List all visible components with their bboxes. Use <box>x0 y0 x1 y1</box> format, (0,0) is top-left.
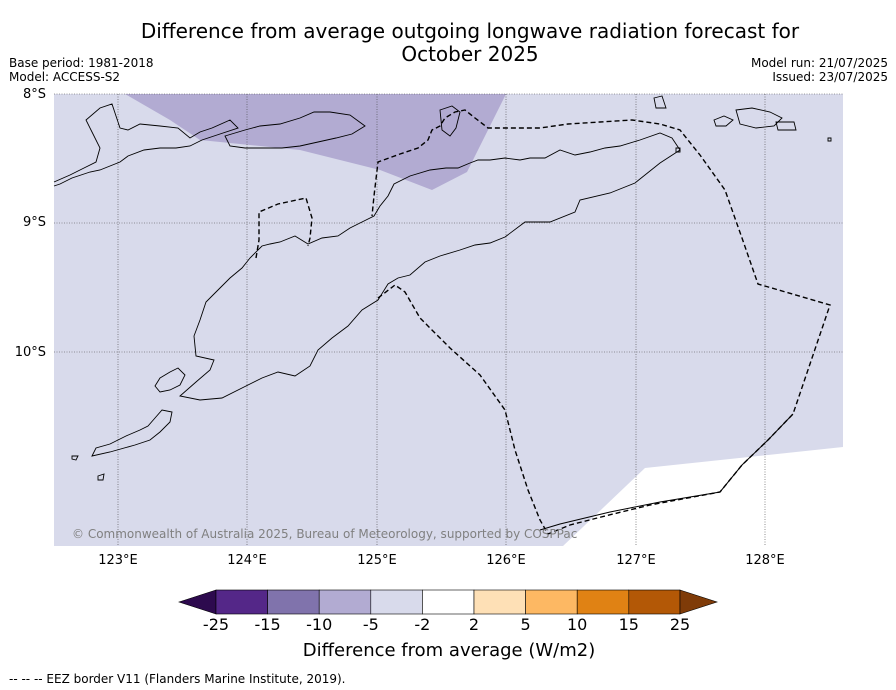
coastline-islet-3 <box>653 95 667 109</box>
metadata-right: Model run: 21/07/2025 Issued: 23/07/2025 <box>751 56 888 84</box>
coastline-islet-2 <box>71 455 79 461</box>
eez-border <box>255 109 831 535</box>
model-run: Model run: 21/07/2025 <box>750 56 888 70</box>
lat-label-10s: 10°S <box>14 345 46 360</box>
lon-label-125e: 125°E <box>357 553 397 568</box>
coastline-roti <box>154 367 186 393</box>
colorbar-bin-3 <box>318 589 372 615</box>
colorbar-bin-1 <box>215 589 268 615</box>
colorbar-tick: -10 <box>306 615 333 634</box>
lon-label-128e: 128°E <box>745 553 785 568</box>
eez-legend-note: -- -- -- EEZ border V11 (Flanders Marine… <box>9 672 346 686</box>
colorbar-bin-7 <box>525 589 578 615</box>
coastline-islet-1 <box>97 473 105 481</box>
colorbar-tick: -25 <box>202 615 230 634</box>
colorbar <box>178 589 718 615</box>
colorbar-bin-4 <box>370 589 423 615</box>
map-plot-area <box>53 93 843 546</box>
coastline-wetar <box>439 105 461 137</box>
colorbar-bin-6 <box>473 589 526 615</box>
colorbar-tick: -5 <box>362 615 379 634</box>
issued-date: Issued: 23/07/2025 <box>772 70 888 84</box>
copyright-notice: © Commonwealth of Australia 2025, Bureau… <box>72 527 577 541</box>
colorbar-tick: 10 <box>567 615 588 634</box>
colorbar-tick: 15 <box>618 615 639 634</box>
lat-label-8s: 8°S <box>22 87 46 102</box>
colorbar-label: Difference from average (W/m2) <box>302 640 596 661</box>
anomaly-fill-neutral <box>563 447 843 546</box>
lat-label-9s: 9°S <box>22 215 46 230</box>
eez-border-solid-segment <box>539 413 794 531</box>
colorbar-bin-5 <box>422 589 475 615</box>
colorbar-extend-low <box>178 589 217 615</box>
metadata-left: Base period: 1981-2018 Model: ACCESS-S2 <box>9 56 154 84</box>
eez-border-main <box>371 109 831 535</box>
coastline-islet-5 <box>775 121 797 131</box>
anomaly-fill-medium <box>125 94 506 190</box>
coastline-sawu <box>91 409 173 457</box>
colorbar-tick: 25 <box>669 615 691 634</box>
lon-label-126e: 126°E <box>486 553 526 568</box>
model-name: Model: ACCESS-S2 <box>9 70 121 84</box>
lon-label-127e: 127°E <box>616 553 656 568</box>
coastline-timor <box>179 132 681 401</box>
coastline-islet-7 <box>675 147 681 153</box>
coastline-flores <box>53 103 239 187</box>
colorbar-bin-8 <box>576 589 630 615</box>
colorbar-tick: -15 <box>254 615 281 634</box>
colorbar-bin-2 <box>267 589 320 615</box>
colorbar-extend-high <box>679 589 718 615</box>
colorbar-tick: 5 <box>520 615 531 634</box>
lon-label-124e: 124°E <box>227 553 267 568</box>
colorbar-bin-9 <box>628 589 681 615</box>
gridlines <box>54 93 843 546</box>
colorbar-tick: -2 <box>414 615 431 634</box>
map-title: Difference from average outgoing longwav… <box>140 19 800 66</box>
base-period: Base period: 1981-2018 <box>9 56 154 70</box>
coastline-islet-4 <box>713 115 734 127</box>
coastlines <box>53 95 832 481</box>
coastline-islet-6 <box>827 137 832 142</box>
lon-label-123e: 123°E <box>98 553 138 568</box>
eez-border-oecusse <box>255 197 313 259</box>
colorbar-tick: 2 <box>468 615 480 634</box>
coastline-solor <box>224 111 366 149</box>
